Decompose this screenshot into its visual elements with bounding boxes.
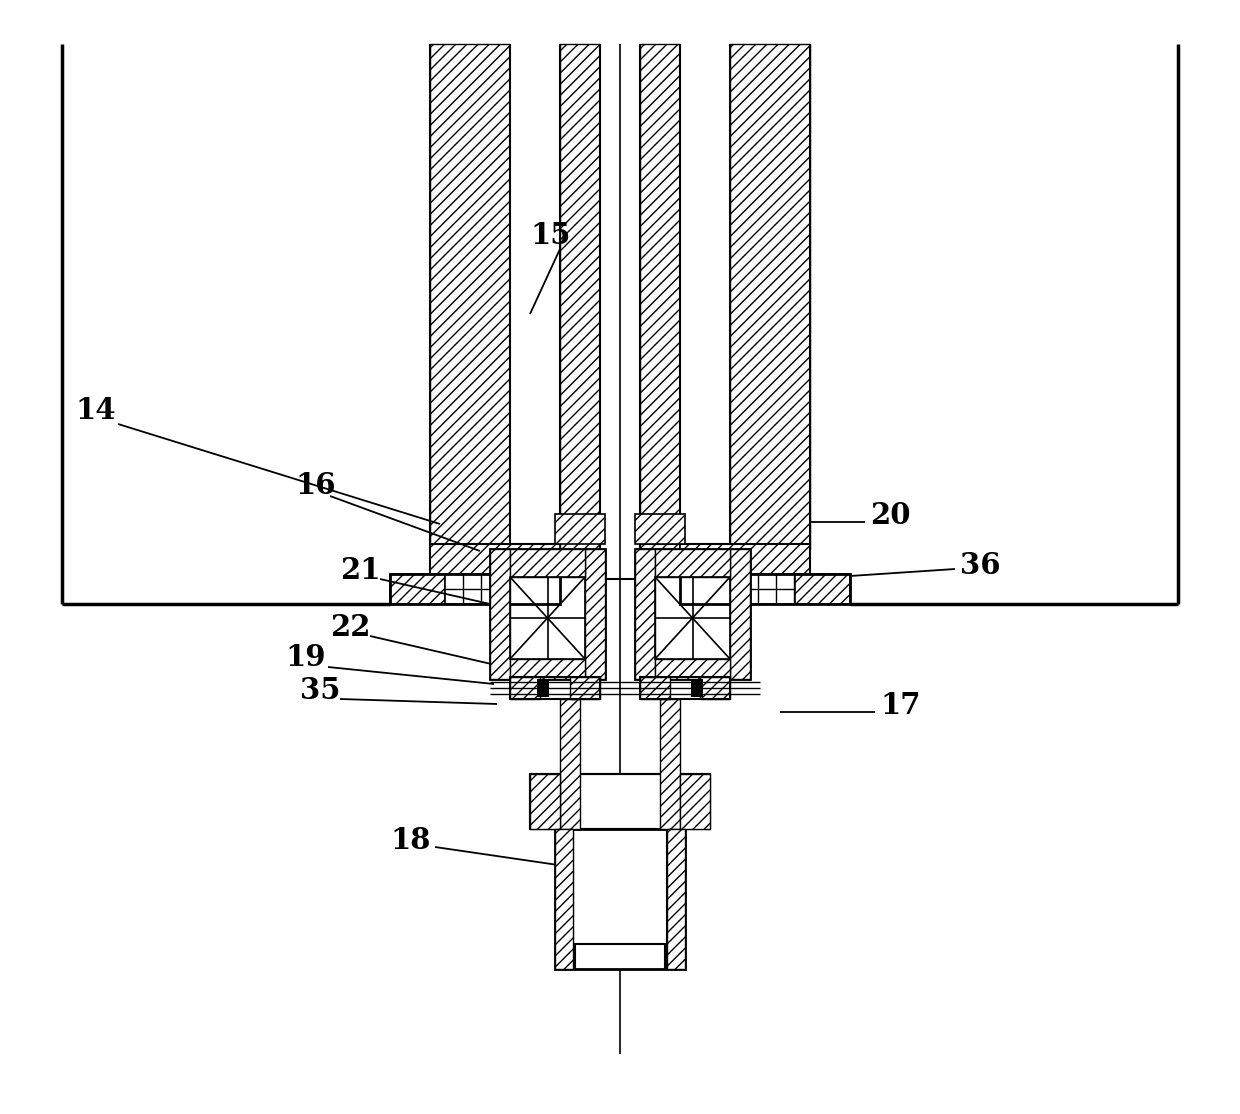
Bar — [600, 43, 640, 549]
Bar — [635, 514, 684, 544]
Bar — [556, 514, 605, 544]
Bar — [430, 544, 560, 579]
Text: 20: 20 — [870, 501, 910, 530]
Bar — [640, 43, 680, 549]
Bar — [510, 577, 585, 659]
Bar — [510, 677, 600, 698]
Bar — [680, 774, 711, 829]
Bar — [691, 680, 703, 697]
Text: 16: 16 — [295, 471, 336, 500]
Text: 19: 19 — [285, 643, 326, 672]
Bar — [391, 574, 445, 604]
Bar — [667, 829, 684, 969]
Text: 21: 21 — [340, 556, 381, 585]
Bar — [730, 43, 810, 549]
Bar — [730, 549, 750, 680]
Bar — [510, 659, 585, 680]
Bar — [556, 829, 573, 969]
Bar — [510, 677, 539, 698]
Bar — [510, 43, 560, 549]
Bar — [795, 574, 849, 604]
Bar — [635, 549, 750, 680]
Bar — [529, 774, 711, 829]
Bar — [680, 43, 730, 549]
Bar — [635, 549, 655, 680]
Bar — [740, 574, 795, 604]
Bar — [490, 549, 510, 680]
Bar — [660, 698, 680, 829]
Bar — [570, 677, 600, 698]
Bar — [585, 549, 605, 680]
Bar — [680, 544, 810, 579]
Text: 22: 22 — [330, 613, 371, 642]
Bar — [560, 43, 600, 549]
Text: 35: 35 — [300, 676, 341, 705]
Text: 14: 14 — [74, 395, 115, 426]
Bar — [529, 774, 560, 829]
Bar — [445, 574, 500, 604]
Bar — [510, 549, 585, 577]
Bar — [391, 574, 560, 604]
Bar — [640, 677, 730, 698]
Bar — [500, 574, 560, 604]
Bar — [655, 659, 730, 680]
Bar — [701, 677, 730, 698]
Bar — [556, 829, 684, 969]
Bar — [537, 680, 549, 697]
Text: 17: 17 — [880, 691, 920, 720]
Bar — [655, 577, 730, 659]
Bar — [430, 43, 510, 549]
Bar — [655, 549, 730, 577]
Bar — [490, 549, 605, 680]
Text: 36: 36 — [960, 551, 1001, 580]
Bar — [680, 574, 849, 604]
Bar — [560, 698, 580, 829]
Text: 15: 15 — [529, 221, 570, 250]
Text: 18: 18 — [391, 825, 430, 856]
Bar — [680, 574, 740, 604]
Bar — [640, 677, 670, 698]
